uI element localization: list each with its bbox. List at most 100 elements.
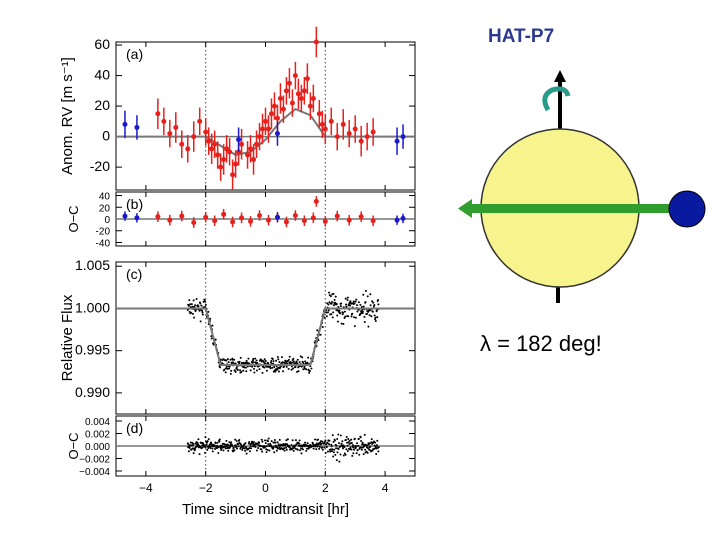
residual-point [320, 442, 323, 445]
residual-point [203, 444, 206, 447]
residual-point [377, 450, 380, 453]
flux-point [347, 315, 350, 318]
flux-point [191, 312, 194, 315]
flux-point [204, 300, 207, 303]
residual-point [191, 447, 194, 450]
residual-point [220, 449, 223, 452]
residual-point [331, 450, 334, 453]
flux-point [310, 367, 313, 370]
flux-point [347, 303, 350, 306]
residual-point [283, 449, 286, 452]
residual-point [336, 437, 339, 440]
residual-point [285, 439, 288, 442]
data-point [283, 88, 289, 94]
flux-point [327, 303, 330, 306]
flux-point [193, 316, 196, 319]
data-point [191, 220, 197, 226]
residual-point [312, 447, 315, 450]
residual-point [342, 454, 345, 457]
residual-point [225, 443, 228, 446]
residual-point [374, 445, 377, 448]
residual-point [235, 439, 238, 442]
residual-point [367, 443, 370, 446]
residual-point [284, 442, 287, 445]
residual-point [273, 438, 276, 441]
data-point [334, 134, 340, 140]
residual-point [198, 453, 201, 456]
flux-point [203, 298, 206, 301]
residual-point [345, 435, 348, 438]
residual-point [377, 446, 380, 449]
data-point [122, 213, 128, 219]
flux-point [201, 311, 204, 314]
flux-point [256, 362, 259, 365]
data-point [167, 217, 173, 223]
residual-point [368, 442, 371, 445]
flux-point [261, 371, 264, 374]
flux-point [351, 312, 354, 315]
residual-point [347, 438, 350, 441]
residual-point [218, 438, 221, 441]
residual-point [299, 444, 302, 447]
flux-point [277, 358, 280, 361]
data-point [134, 124, 140, 130]
residual-point [206, 448, 209, 451]
data-point [268, 111, 274, 117]
residual-point [359, 436, 362, 439]
data-point [251, 156, 257, 162]
residual-point [360, 439, 363, 442]
flux-point [300, 365, 303, 368]
flux-point [232, 361, 235, 364]
residual-point [335, 447, 338, 450]
data-point [206, 138, 212, 144]
y-tick-label: 0 [104, 215, 110, 226]
residual-point [201, 446, 204, 449]
flux-point [264, 360, 267, 363]
residual-point [361, 441, 364, 444]
residual-point [264, 445, 267, 448]
flux-point [349, 304, 352, 307]
flux-point [363, 321, 366, 324]
data-point [340, 121, 346, 127]
flux-point [338, 309, 341, 312]
flux-point [234, 370, 237, 373]
data-point [283, 219, 289, 225]
flux-point [274, 370, 277, 373]
data-point [209, 146, 215, 152]
residual-point [204, 451, 207, 454]
flux-point [266, 365, 269, 368]
residual-point [244, 449, 247, 452]
flux-point [362, 305, 365, 308]
residual-point [265, 445, 268, 448]
flux-point [214, 338, 217, 341]
residual-point [360, 448, 363, 451]
residual-point [328, 443, 331, 446]
data-point [292, 212, 298, 218]
flux-point [192, 299, 195, 302]
residual-point [367, 447, 370, 450]
residual-point [285, 448, 288, 451]
data-point [295, 91, 301, 97]
residual-point [274, 441, 277, 444]
residual-point [355, 452, 358, 455]
flux-point [209, 317, 212, 320]
residual-point [345, 439, 347, 442]
flux-point [276, 368, 279, 371]
residual-point [318, 445, 321, 448]
residual-point [323, 442, 326, 445]
residual-point [330, 445, 333, 448]
residual-point [216, 444, 219, 447]
residual-point [358, 446, 361, 449]
flux-point [263, 366, 266, 369]
residual-point [292, 449, 295, 452]
y-tick-label: 60 [94, 36, 110, 52]
flux-point [292, 367, 295, 370]
data-point [298, 95, 304, 101]
flux-point [360, 305, 363, 308]
residual-point [339, 434, 342, 437]
residual-point [187, 450, 190, 453]
flux-point [240, 370, 243, 373]
residual-point [311, 445, 314, 448]
residual-point [250, 447, 253, 450]
data-point [179, 141, 185, 147]
